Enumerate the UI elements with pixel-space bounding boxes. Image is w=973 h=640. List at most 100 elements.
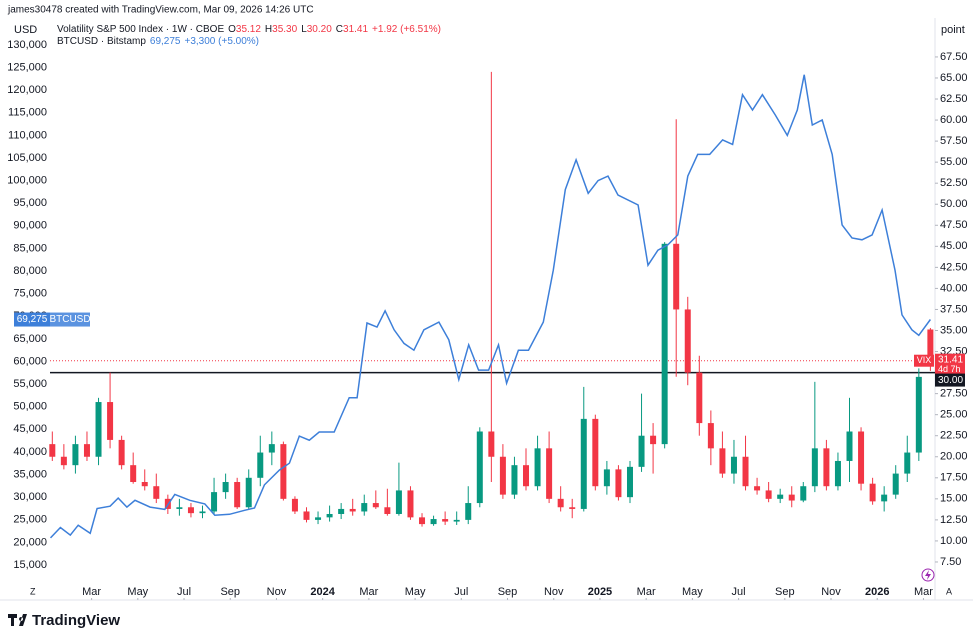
legend-field-value: 35.30 xyxy=(272,24,297,35)
candle-body xyxy=(626,466,633,498)
candle-body xyxy=(696,372,703,424)
y-tick-label: 60,000 xyxy=(13,355,47,367)
x-tick-label: Jul xyxy=(454,586,468,598)
legend-field-label: L xyxy=(301,24,307,35)
price-tag xyxy=(935,353,965,376)
candle-body xyxy=(107,402,114,440)
y2-tick-label: 27.50 xyxy=(940,388,968,400)
price-tag-name: BTCUSD xyxy=(49,314,90,325)
candle-body xyxy=(280,444,287,499)
price-tag xyxy=(14,312,50,327)
candle-body xyxy=(557,498,564,508)
x-tick-label: May xyxy=(682,586,703,598)
candle-body xyxy=(788,494,795,501)
candle-body xyxy=(592,418,599,487)
y2-tick-label: 17.50 xyxy=(940,472,968,484)
x-tick-label: May xyxy=(127,586,148,598)
candle-body xyxy=(268,444,275,453)
y2-tick-label: 52.50 xyxy=(940,177,968,189)
y2-tick-label: 47.50 xyxy=(940,219,968,231)
candle-body xyxy=(141,482,148,487)
x-tick-label: Nov xyxy=(267,586,287,598)
x-tick-label: Sep xyxy=(498,586,518,598)
candle-body xyxy=(72,444,79,466)
logo-text: TradingView xyxy=(32,612,120,629)
y-tick-label: 125,000 xyxy=(7,61,47,73)
price-tag-countdown: 4d 7h xyxy=(938,364,961,374)
candle-body xyxy=(603,469,610,487)
y2-tick-label: 7.50 xyxy=(940,556,961,568)
y2-tick-label: 22.50 xyxy=(940,430,968,442)
y-tick-label: 15,000 xyxy=(13,559,47,571)
x-tick-label: 2025 xyxy=(588,586,612,598)
candle-body xyxy=(777,494,784,499)
candle-body xyxy=(118,439,125,466)
y-tick-label: 115,000 xyxy=(8,107,47,119)
y-tick-label: 35,000 xyxy=(13,468,47,480)
y-tick-label: 130,000 xyxy=(7,39,47,51)
y-tick-label: 45,000 xyxy=(13,423,47,435)
candle-body xyxy=(615,469,622,498)
x-tick-label: Mar xyxy=(914,586,933,598)
candle-body xyxy=(511,465,518,495)
y2-tick-label: 57.50 xyxy=(940,135,968,147)
candle-body xyxy=(488,431,495,457)
candle-body xyxy=(765,490,772,499)
legend-entry: BTCUSD · Bitstamp 69,275 +3,300 (+5.00%) xyxy=(57,36,259,47)
y2-tick-label: 15.00 xyxy=(940,493,968,505)
candle-body xyxy=(580,418,587,509)
x-tick-label: Mar xyxy=(637,586,656,598)
x-tick-label: Sep xyxy=(775,586,795,598)
candle-body xyxy=(638,435,645,467)
y-tick-label: 80,000 xyxy=(13,265,47,277)
price-tag xyxy=(50,312,90,327)
y2-tick-label: 25.00 xyxy=(940,409,968,421)
candle-body xyxy=(661,243,668,445)
candle-body xyxy=(730,456,737,474)
y2-tick-label: 60.00 xyxy=(940,114,968,126)
candle-body xyxy=(349,508,356,512)
candle-body xyxy=(881,494,888,502)
y-tick-label: 110,000 xyxy=(8,129,47,141)
candle-body xyxy=(523,465,530,487)
candle-body xyxy=(257,452,264,478)
candle-body xyxy=(811,448,818,487)
candle-body xyxy=(315,517,322,520)
y-tick-label: 55,000 xyxy=(13,378,47,390)
y-tick-label: 105,000 xyxy=(7,152,47,164)
candle-body xyxy=(187,507,194,514)
legend-field-value: 30.20 xyxy=(307,24,332,35)
y-tick-label: 50,000 xyxy=(13,401,47,413)
candle-body xyxy=(49,444,56,457)
y-tick-label: 25,000 xyxy=(13,514,47,526)
x-tick-label: Mar xyxy=(82,586,101,598)
x-tick-label: 2024 xyxy=(310,586,335,598)
y-tick-label: 85,000 xyxy=(13,242,47,254)
candle-body xyxy=(384,507,391,514)
credit: james30478 created with TradingView.com,… xyxy=(7,5,314,16)
candle-body xyxy=(499,456,506,495)
y2-tick-label: 20.00 xyxy=(940,451,968,463)
x-tick-label: May xyxy=(405,586,426,598)
corner-label: A xyxy=(946,586,952,596)
candle-body xyxy=(199,511,206,514)
y2-tick-label: 67.50 xyxy=(940,51,968,63)
candle-body xyxy=(754,486,761,491)
y2-tick-label: 42.50 xyxy=(940,261,968,273)
logo: TradingView xyxy=(8,612,120,629)
candle-body xyxy=(83,444,90,457)
icon xyxy=(925,570,931,580)
candle-body xyxy=(673,243,680,310)
logo-mark xyxy=(8,614,27,626)
y-tick-label: 40,000 xyxy=(13,446,47,458)
legend-change: +3,300 (+5.00%) xyxy=(185,36,260,47)
candle-body xyxy=(234,482,241,508)
candle-body xyxy=(245,477,252,508)
legend-field-value: 35.12 xyxy=(236,24,261,35)
x-tick-label: Sep xyxy=(220,586,240,598)
candle-body xyxy=(650,435,657,445)
candle-body xyxy=(823,448,830,487)
x-tick-label: Jul xyxy=(177,586,191,598)
y2-tick-label: 37.50 xyxy=(940,303,968,315)
